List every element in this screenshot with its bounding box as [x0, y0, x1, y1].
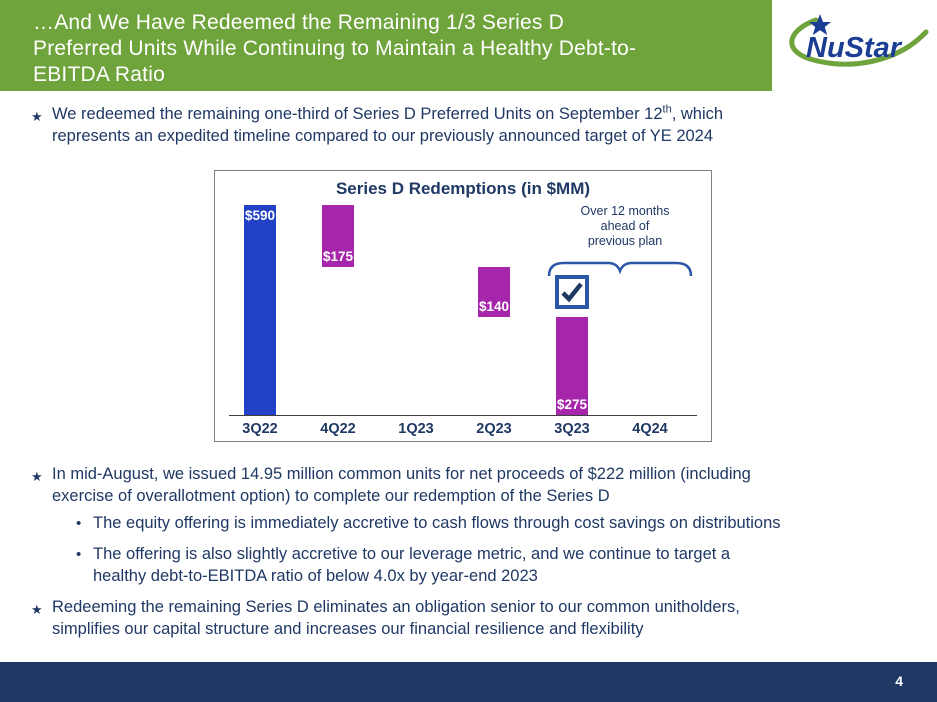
checkbox-checked-icon [555, 275, 589, 309]
bar-value-label: $175 [322, 249, 354, 265]
bar-value-label: $590 [244, 208, 276, 223]
star-bullet-icon: ★ [31, 602, 43, 617]
bullet-text-line: Redeeming the remaining Series D elimina… [52, 598, 740, 616]
bar-value-label: $275 [556, 396, 588, 412]
x-axis-label: 1Q23 [398, 421, 434, 437]
bullet-text-fragment: , which [671, 105, 724, 123]
bullet-text-line: In mid-August, we issued 14.95 million c… [52, 465, 751, 483]
star-bullet-icon: ★ [31, 109, 43, 124]
bullet-text-line: simplifies our capital structure and inc… [52, 619, 644, 638]
star-bullet-icon: ★ [31, 469, 43, 484]
x-axis-label: 2Q23 [476, 421, 512, 437]
chart-annotation: Over 12 months ahead of previous plan [545, 204, 705, 249]
x-axis-label: 3Q23 [554, 421, 590, 437]
slide-title-bar: …And We Have Redeemed the Remaining 1/3 … [0, 0, 772, 91]
bullet-text-line: The equity offering is immediately accre… [93, 514, 781, 532]
annotation-line: Over 12 months [580, 204, 670, 218]
superscript: th [662, 103, 672, 116]
slide-title-line: Preferred Units While Continuing to Main… [33, 37, 637, 60]
slide-title-line: …And We Have Redeemed the Remaining 1/3 … [33, 11, 564, 34]
bar-value-label: $140 [478, 299, 510, 315]
bar-4q22: $175 [322, 205, 354, 268]
bar-3q23: $275 [556, 317, 588, 415]
bullet-text-line: The offering is also slightly accretive … [93, 545, 731, 563]
dot-bullet-icon: • [76, 546, 82, 563]
bar-3q22: $590 [244, 205, 276, 415]
bullet-text-line: exercise of overallotment option) to com… [52, 486, 610, 505]
footer-bar: 4 [0, 662, 937, 702]
bullet-item-redeemed: ★ We redeemed the remaining one-third of… [31, 104, 932, 147]
slide-title-line: EBITDA Ratio [33, 63, 165, 86]
bullet-text-line: We redeemed the remaining one-third of S… [52, 104, 932, 126]
bullet-item-capital-structure: ★ Redeeming the remaining Series D elimi… [31, 597, 932, 640]
star-icon [809, 14, 831, 35]
dot-bullet-icon: • [76, 515, 82, 532]
bar-2q23: $140 [478, 267, 510, 318]
logo-text: NuStar [806, 32, 903, 64]
annotation-line: previous plan [587, 234, 663, 248]
x-axis-label: 4Q22 [320, 421, 356, 437]
bullet-text-fragment: We redeemed the remaining one-third of S… [52, 105, 663, 123]
x-axis-label: 3Q22 [242, 421, 278, 437]
subbullet-item-accretive-cashflow: • The equity offering is immediately acc… [76, 513, 923, 535]
x-axis-label: 4Q24 [632, 421, 668, 437]
slide-title: …And We Have Redeemed the Remaining 1/3 … [0, 0, 772, 88]
nustar-logo: NuStar [780, 12, 932, 76]
chart-title: Series D Redemptions (in $MM) [335, 179, 591, 198]
x-axis-line [229, 415, 697, 416]
brace-icon [547, 261, 693, 277]
subbullet-item-leverage: • The offering is also slightly accretiv… [76, 544, 923, 587]
page-number: 4 [895, 673, 903, 689]
bullet-text-line: healthy debt-to-EBITDA ratio of below 4.… [93, 566, 538, 585]
bullet-text-line: represents an expedited timeline compare… [52, 126, 714, 145]
annotation-line: ahead of [600, 219, 650, 233]
redemptions-chart: Series D Redemptions (in $MM) Over 12 mo… [214, 170, 712, 442]
swoosh-graphic [789, 17, 929, 67]
chart-plot: Over 12 months ahead of previous plan 3Q… [215, 171, 711, 441]
bullet-item-equity-issue: ★ In mid-August, we issued 14.95 million… [31, 464, 932, 507]
